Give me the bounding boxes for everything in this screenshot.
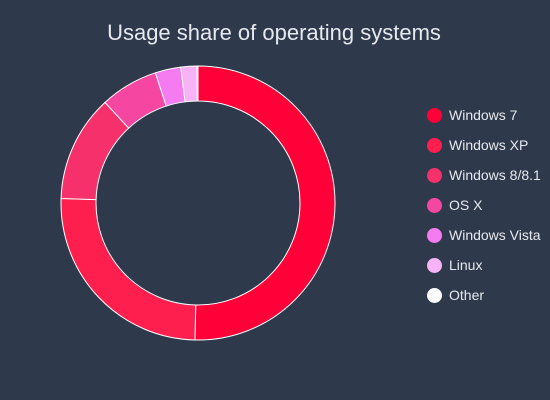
donut-slice-windows-7 (194, 65, 336, 341)
legend-label: OS X (449, 197, 483, 213)
legend-label: Linux (449, 257, 483, 273)
donut-slice-windows-xp (60, 197, 197, 341)
legend-swatch (427, 197, 442, 213)
legend-swatch (427, 137, 442, 153)
legend-label: Windows 8/8.1 (449, 167, 541, 183)
legend-label: Windows Vista (449, 227, 541, 243)
legend: Windows 7 Windows XP Windows 8/8.1 OS X Wind… (427, 100, 541, 310)
legend-item-windows-7[interactable]: Windows 7 (427, 100, 541, 130)
legend-item-windows-vista[interactable]: Windows Vista (427, 220, 541, 250)
legend-item-other[interactable]: Other (427, 280, 541, 310)
legend-swatch (427, 107, 442, 123)
donut-slice-other (196, 65, 199, 102)
legend-swatch (427, 167, 442, 183)
legend-item-windows-8-8-1[interactable]: Windows 8/8.1 (427, 160, 541, 190)
legend-item-os-x[interactable]: OS X (427, 190, 541, 220)
legend-item-windows-xp[interactable]: Windows XP (427, 130, 541, 160)
legend-swatch (427, 227, 442, 243)
legend-swatch (427, 257, 442, 273)
chart-title: Usage share of operating systems (107, 20, 441, 45)
legend-label: Other (449, 287, 485, 303)
legend-item-linux[interactable]: Linux (427, 250, 541, 280)
legend-label: Windows XP (449, 137, 529, 153)
legend-label: Windows 7 (449, 107, 518, 123)
legend-swatch (427, 287, 442, 303)
